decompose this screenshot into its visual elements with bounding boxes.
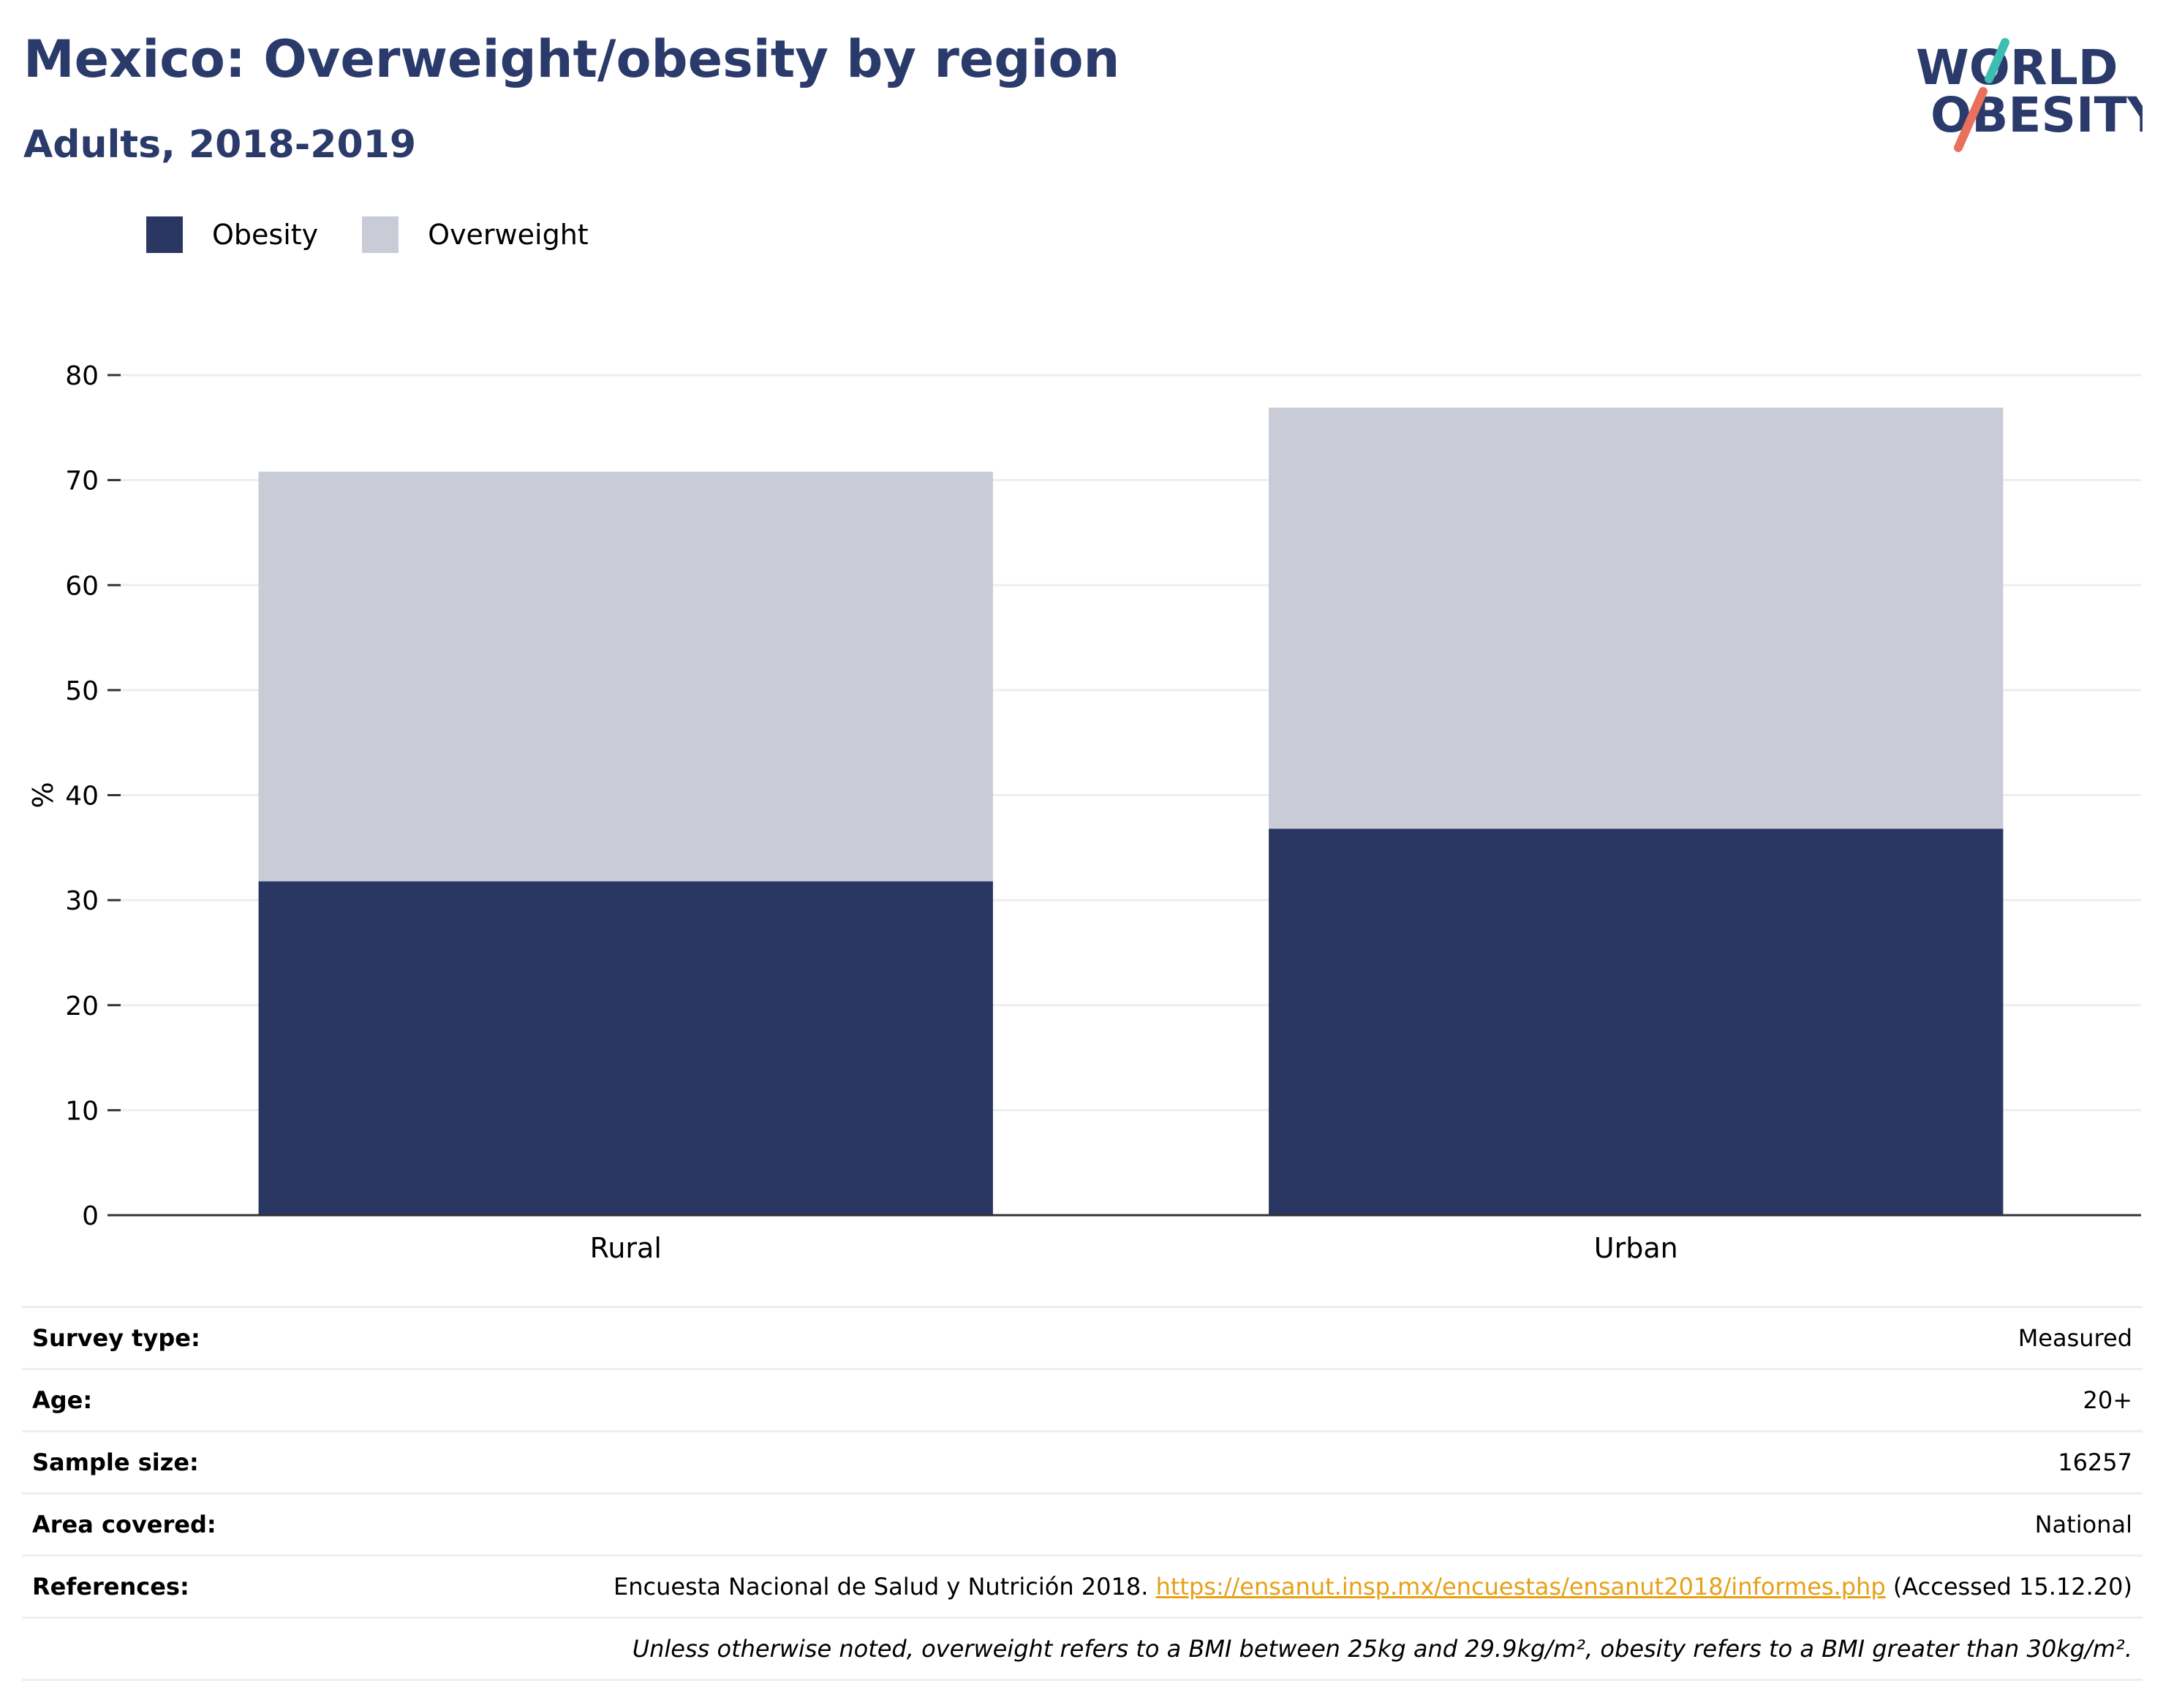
logo-line1: WORLD [1916, 39, 2118, 96]
x-tick-label-urban: Urban [1594, 1232, 1678, 1264]
x-tick-label-rural: Rural [590, 1232, 662, 1264]
bmi-definition-note: Unless otherwise noted, overweight refer… [632, 1635, 2132, 1663]
area-label: Area covered: [32, 1511, 216, 1538]
survey-info-table: Survey type: Measured Age: 20+ Sample si… [22, 1306, 2143, 1681]
y-tick-label-30: 30 [65, 886, 99, 916]
info-row-references: References: Encuesta Nacional de Salud y… [22, 1554, 2143, 1617]
info-row-age: Age: 20+ [22, 1368, 2143, 1430]
page-subtitle: Adults, 2018-2019 [23, 123, 417, 167]
legend-swatch-overweight [362, 216, 399, 253]
y-tick-label-10: 10 [65, 1096, 99, 1126]
bar-urban-overweight [1269, 407, 2004, 829]
page-title: Mexico: Overweight/obesity by region [23, 29, 1120, 89]
y-tick-label-80: 80 [65, 361, 99, 391]
sample-size-value: 16257 [2058, 1448, 2132, 1476]
y-axis-label: % [27, 782, 59, 808]
chart-legend: Obesity Overweight [146, 216, 633, 253]
info-row-sample-size: Sample size: 16257 [22, 1430, 2143, 1492]
info-row-area: Area covered: National [22, 1492, 2143, 1554]
legend-entry-obesity[interactable]: Obesity [146, 216, 318, 253]
sample-size-label: Sample size: [32, 1448, 199, 1476]
references-prefix: Encuesta Nacional de Salud y Nutrición 2… [613, 1573, 1149, 1601]
survey-type-label: Survey type: [32, 1324, 200, 1352]
area-value: National [2034, 1511, 2132, 1538]
logo-slash-bottom [1954, 87, 1988, 152]
logo-slash-top [1985, 38, 2009, 83]
references-value: Encuesta Nacional de Salud y Nutrición 2… [614, 1573, 2132, 1601]
y-tick-label-70: 70 [65, 466, 99, 496]
references-link[interactable]: https://ensanut.insp.mx/encuestas/ensanu… [1155, 1573, 1886, 1601]
survey-type-value: Measured [2017, 1324, 2132, 1352]
age-value: 20+ [2083, 1386, 2132, 1414]
references-label: References: [32, 1573, 189, 1601]
y-tick-label-40: 40 [65, 782, 99, 812]
bar-rural-overweight [258, 472, 993, 882]
legend-label-obesity: Obesity [212, 219, 319, 251]
world-obesity-logo: WORLD OBESITY [1916, 38, 2143, 152]
info-row-survey-type: Survey type: Measured [22, 1306, 2143, 1368]
legend-swatch-obesity [146, 216, 183, 253]
bar-urban-obesity [1269, 828, 2004, 1215]
y-tick-label-60: 60 [65, 571, 99, 601]
references-suffix: (Accessed 15.12.20) [1892, 1573, 2132, 1601]
legend-entry-overweight[interactable]: Overweight [362, 216, 589, 253]
bar-rural-obesity [258, 881, 993, 1215]
stacked-bar-chart: 0 10 20 30 40 50 60 70 80% Rural Urban [27, 361, 2141, 1264]
info-row-note: Unless otherwise noted, overweight refer… [22, 1617, 2143, 1681]
y-tick-label-0: 0 [82, 1201, 99, 1231]
legend-label-overweight: Overweight [428, 219, 589, 251]
y-tick-label-50: 50 [65, 676, 99, 706]
y-tick-label-20: 20 [65, 991, 99, 1021]
age-label: Age: [32, 1386, 93, 1414]
